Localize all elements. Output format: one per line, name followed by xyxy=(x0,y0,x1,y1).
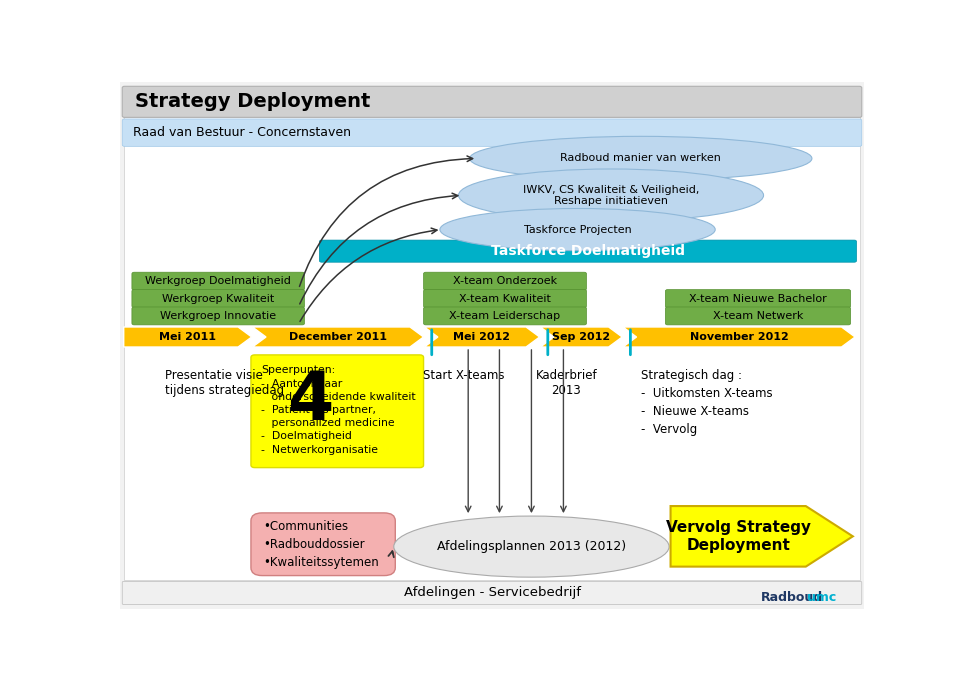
Text: X-team Onderzoek: X-team Onderzoek xyxy=(453,276,557,286)
Text: Radboud: Radboud xyxy=(761,591,824,604)
FancyBboxPatch shape xyxy=(132,289,304,308)
Text: December 2011: December 2011 xyxy=(289,332,387,342)
FancyBboxPatch shape xyxy=(320,240,856,262)
FancyBboxPatch shape xyxy=(122,119,862,146)
Text: Kaderbrief
2013: Kaderbrief 2013 xyxy=(536,369,597,397)
Text: X-team Netwerk: X-team Netwerk xyxy=(712,311,804,321)
FancyBboxPatch shape xyxy=(122,86,862,118)
Text: Werkgroep Doelmatigheid: Werkgroep Doelmatigheid xyxy=(145,276,291,286)
FancyBboxPatch shape xyxy=(423,289,587,308)
Polygon shape xyxy=(623,327,855,347)
Text: 4: 4 xyxy=(287,367,333,434)
FancyBboxPatch shape xyxy=(122,581,862,605)
FancyBboxPatch shape xyxy=(665,307,851,325)
Ellipse shape xyxy=(469,136,812,181)
Polygon shape xyxy=(252,327,423,347)
Text: Raad van Bestuur - Concernstaven: Raad van Bestuur - Concernstaven xyxy=(133,126,351,139)
Text: Strategisch dag :
-  Uitkomsten X-teams
-  Nieuwe X-teams
-  Vervolg: Strategisch dag : - Uitkomsten X-teams -… xyxy=(641,369,773,436)
FancyBboxPatch shape xyxy=(423,307,587,325)
FancyBboxPatch shape xyxy=(120,82,864,609)
Text: Speerpunten:
-  Aantoonbaar
   onderscheidende kwaliteit
-  Patiënt als partner,: Speerpunten: - Aantoonbaar onderscheiden… xyxy=(261,365,416,455)
Text: Taskforce Projecten: Taskforce Projecten xyxy=(524,224,632,235)
FancyBboxPatch shape xyxy=(423,272,587,290)
Text: Afdelingen - Servicebedrijf: Afdelingen - Servicebedrijf xyxy=(403,586,581,599)
Text: umc: umc xyxy=(807,591,837,604)
Text: X-team Leiderschap: X-team Leiderschap xyxy=(449,311,561,321)
Ellipse shape xyxy=(459,169,763,222)
Ellipse shape xyxy=(440,209,715,250)
Text: November 2012: November 2012 xyxy=(689,332,788,342)
Text: Radboud manier van werken: Radboud manier van werken xyxy=(561,153,721,163)
Text: X-team Nieuwe Bachelor: X-team Nieuwe Bachelor xyxy=(689,293,827,304)
FancyBboxPatch shape xyxy=(132,272,304,290)
FancyBboxPatch shape xyxy=(132,307,304,325)
Text: Mei 2011: Mei 2011 xyxy=(159,332,216,342)
Text: Vervolg Strategy
Deployment: Vervolg Strategy Deployment xyxy=(665,520,810,553)
Text: Start X-teams: Start X-teams xyxy=(423,369,504,382)
Text: Werkgroep Innovatie: Werkgroep Innovatie xyxy=(160,311,276,321)
Ellipse shape xyxy=(394,516,669,577)
Text: Sep 2012: Sep 2012 xyxy=(552,332,611,342)
Text: X-team Kwaliteit: X-team Kwaliteit xyxy=(459,293,551,304)
Polygon shape xyxy=(670,506,852,566)
Text: Strategy Deployment: Strategy Deployment xyxy=(134,92,371,111)
FancyBboxPatch shape xyxy=(251,355,423,468)
Text: Werkgroep Kwaliteit: Werkgroep Kwaliteit xyxy=(162,293,275,304)
Polygon shape xyxy=(124,327,252,347)
FancyBboxPatch shape xyxy=(124,116,860,580)
Text: Taskforce Doelmatigheid: Taskforce Doelmatigheid xyxy=(491,244,685,258)
FancyBboxPatch shape xyxy=(251,513,396,575)
Text: Afdelingsplannen 2013 (2012): Afdelingsplannen 2013 (2012) xyxy=(437,540,626,553)
Text: Mei 2012: Mei 2012 xyxy=(453,332,511,342)
Text: •Communities
•Radbouddossier
•Kwaliteitssytemen: •Communities •Radbouddossier •Kwaliteits… xyxy=(264,520,379,568)
Polygon shape xyxy=(540,327,622,347)
Polygon shape xyxy=(424,327,540,347)
FancyBboxPatch shape xyxy=(665,289,851,308)
Text: Presentatie visie
tijdens strategiedag: Presentatie visie tijdens strategiedag xyxy=(165,369,284,397)
Text: IWKV, CS Kwaliteit & Veiligheid,
Reshape initiatieven: IWKV, CS Kwaliteit & Veiligheid, Reshape… xyxy=(523,185,699,206)
